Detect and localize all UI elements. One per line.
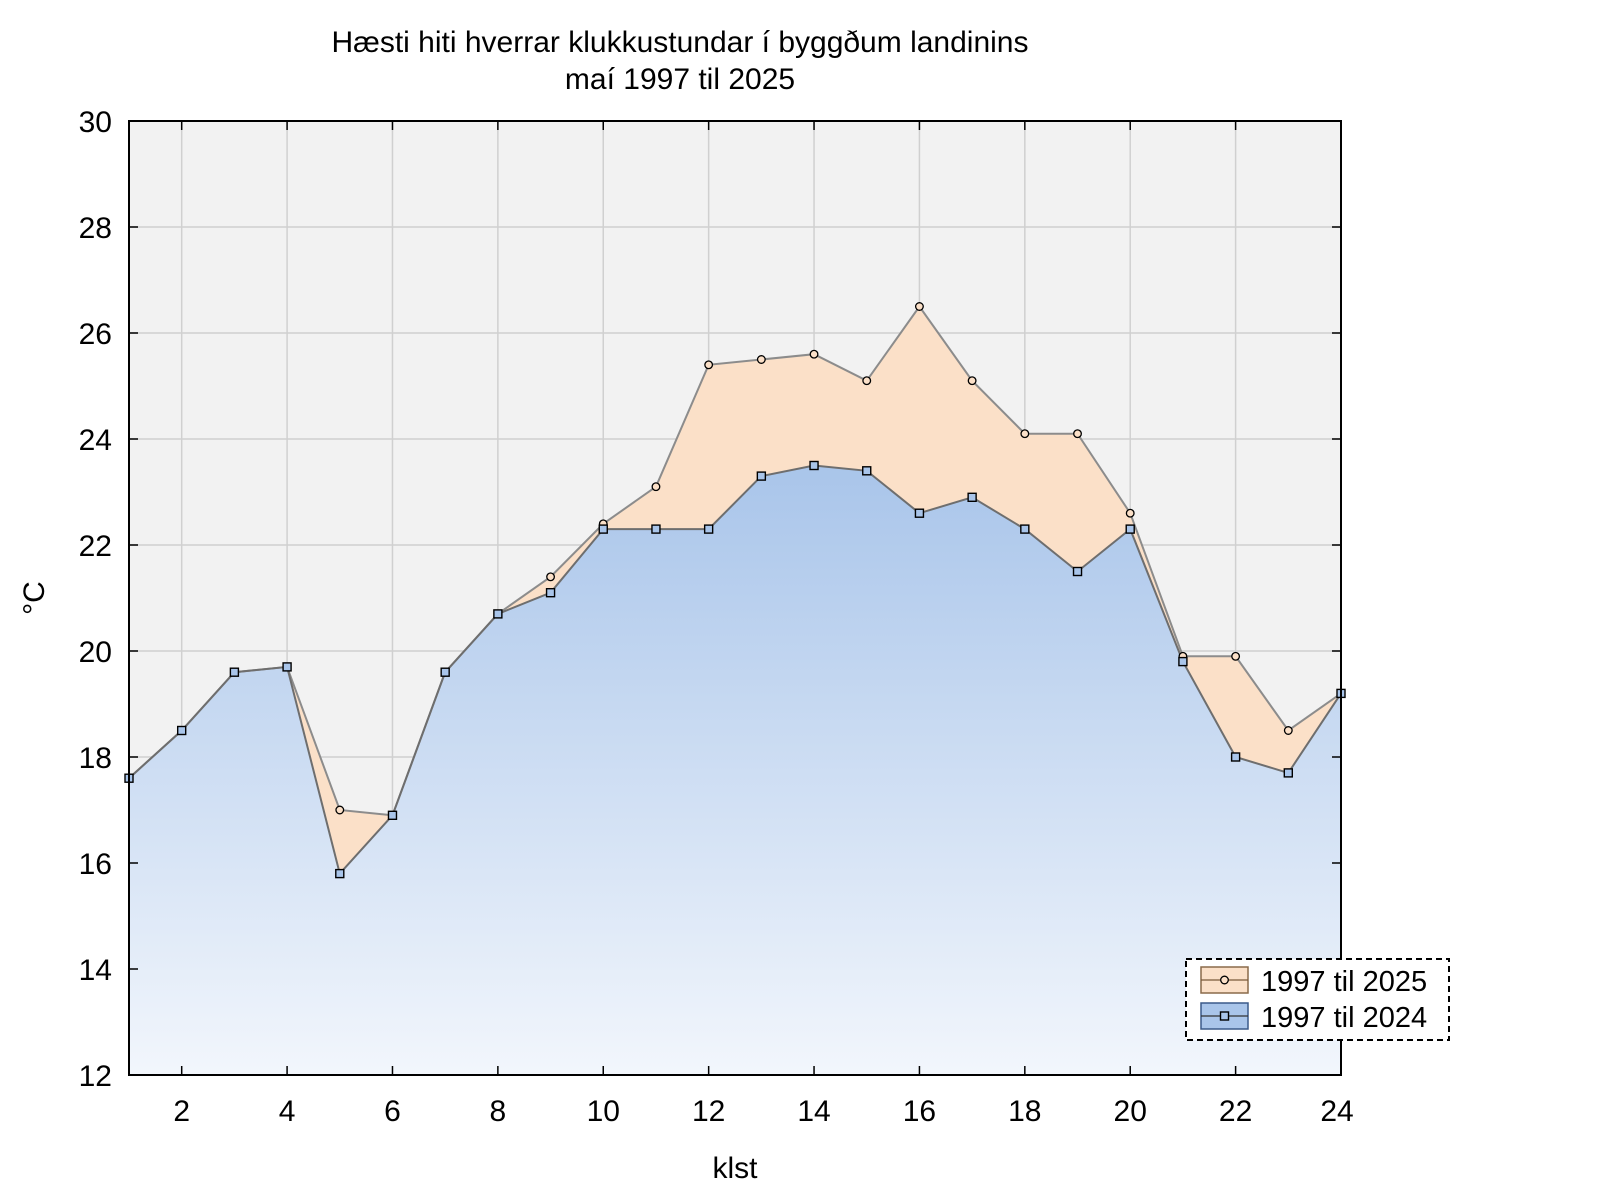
point-1997-til-2024 bbox=[229, 667, 240, 677]
point-1997-til-2024 bbox=[598, 524, 608, 534]
chart-subtitle: maí 1997 til 2025 bbox=[565, 63, 795, 96]
point-1997-til-2025 bbox=[1125, 508, 1135, 518]
y-tick-label: 24 bbox=[79, 424, 112, 457]
y-tick-label: 12 bbox=[79, 1060, 112, 1093]
x-tick-label: 6 bbox=[384, 1095, 401, 1128]
x-tick-label: 18 bbox=[1008, 1095, 1041, 1128]
point-1997-til-2024 bbox=[545, 588, 556, 598]
point-1997-til-2024 bbox=[651, 524, 661, 534]
y-tick-label: 30 bbox=[79, 106, 112, 139]
point-1997-til-2024 bbox=[1178, 656, 1188, 667]
legend-label-1997-2024: 1997 til 2024 bbox=[1261, 1002, 1427, 1034]
point-1997-til-2025 bbox=[1231, 651, 1241, 661]
point-1997-til-2024 bbox=[967, 492, 977, 502]
point-1997-til-2025 bbox=[914, 302, 924, 311]
series-line-1997-til-2024 bbox=[128, 464, 1342, 876]
point-1997-til-2024 bbox=[914, 508, 925, 518]
point-1997-til-2025 bbox=[1020, 429, 1030, 439]
legend: 1997 til 2025 1997 til 2024 bbox=[1185, 958, 1450, 1041]
point-1997-til-2024 bbox=[335, 868, 345, 879]
point-1997-til-2024 bbox=[1125, 524, 1135, 534]
point-1997-til-2024 bbox=[809, 460, 819, 471]
point-1997-til-2025 bbox=[967, 376, 977, 386]
point-1997-til-2024 bbox=[703, 524, 714, 534]
point-1997-til-2024 bbox=[387, 810, 398, 820]
y-tick-label: 18 bbox=[79, 742, 112, 775]
point-1997-til-2024 bbox=[756, 471, 767, 481]
x-tick-label: 22 bbox=[1219, 1095, 1252, 1128]
x-tick-label: 2 bbox=[173, 1095, 190, 1128]
x-tick-label: 20 bbox=[1114, 1095, 1147, 1128]
point-1997-til-2025 bbox=[704, 360, 714, 370]
y-tick-label: 20 bbox=[79, 636, 112, 669]
point-1997-til-2025 bbox=[756, 355, 766, 364]
point-1997-til-2024 bbox=[493, 609, 503, 619]
point-1997-til-2024 bbox=[282, 662, 292, 672]
point-1997-til-2025 bbox=[335, 805, 345, 815]
y-axis-label: °C bbox=[18, 581, 51, 615]
point-1997-til-2025 bbox=[809, 349, 819, 359]
x-tick-label: 14 bbox=[797, 1095, 830, 1128]
series-line-1997-til-2025 bbox=[128, 304, 1342, 817]
point-1997-til-2024 bbox=[440, 667, 450, 677]
point-1997-til-2025 bbox=[862, 376, 872, 386]
chart-title: Hæsti hiti hverrar klukkustundar í byggð… bbox=[332, 26, 1029, 59]
point-1997-til-2025 bbox=[1283, 726, 1293, 735]
y-tick-label: 22 bbox=[79, 530, 112, 563]
series-markers bbox=[124, 302, 1346, 879]
series-areas bbox=[129, 306, 1341, 1075]
x-tick-label: 8 bbox=[490, 1095, 507, 1128]
point-1997-til-2025 bbox=[1073, 429, 1082, 439]
point-1997-til-2024 bbox=[1283, 768, 1294, 778]
point-1997-til-2024 bbox=[1020, 524, 1030, 534]
y-tick-label: 26 bbox=[79, 318, 112, 351]
legend-label-1997-2025: 1997 til 2025 bbox=[1261, 966, 1427, 998]
area-1997-til-2024 bbox=[129, 465, 1341, 1075]
y-tick-label: 28 bbox=[79, 212, 112, 245]
x-axis-label: klst bbox=[713, 1152, 759, 1185]
plot-frame bbox=[128, 120, 1342, 1076]
point-1997-til-2025 bbox=[546, 572, 556, 582]
y-tick-label: 16 bbox=[79, 848, 112, 881]
x-tick-label: 4 bbox=[279, 1095, 296, 1128]
x-tick-label: 16 bbox=[903, 1095, 936, 1128]
point-1997-til-2024 bbox=[1072, 566, 1083, 577]
legend-marker-1997-2025 bbox=[1220, 975, 1229, 985]
legend-marker-1997-2024 bbox=[1219, 1011, 1230, 1021]
point-1997-til-2025 bbox=[651, 482, 661, 492]
series-lines bbox=[128, 304, 1342, 876]
y-tick-label: 14 bbox=[79, 954, 112, 987]
x-tick-label: 12 bbox=[692, 1095, 725, 1128]
point-1997-til-2024 bbox=[1230, 752, 1241, 762]
x-tick-label: 24 bbox=[1320, 1095, 1353, 1128]
x-tick-label: 10 bbox=[587, 1095, 620, 1128]
point-1997-til-2024 bbox=[176, 725, 187, 736]
point-1997-til-2024 bbox=[862, 466, 872, 476]
